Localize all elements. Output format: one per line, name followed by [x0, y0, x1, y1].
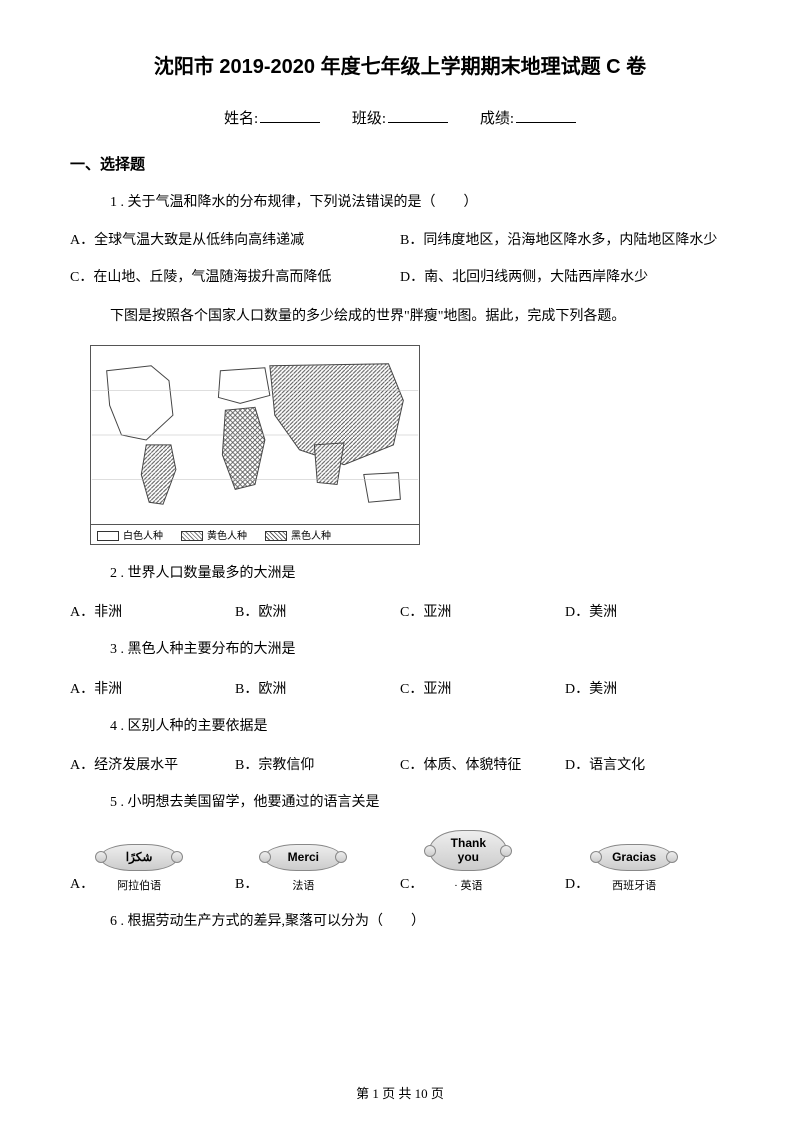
- legend-black: 黑色人种: [291, 531, 331, 542]
- legend-white: 白色人种: [123, 531, 163, 542]
- q5-stem: 5 . 小明想去美国留学，他要通过的语言关是: [110, 792, 730, 814]
- q2-opt-a[interactable]: A．非洲: [70, 601, 235, 621]
- name-label: 姓名:: [224, 111, 258, 127]
- bubble-spanish: Gracias: [595, 844, 673, 871]
- student-info-line: 姓名: 班级: 成绩:: [70, 107, 730, 128]
- name-blank[interactable]: [260, 109, 320, 123]
- world-map-figure: 白色人种 黄色人种 黑色人种: [90, 345, 420, 545]
- caption-spanish: 西班牙语: [612, 877, 656, 893]
- q5-opt-a[interactable]: A． شكرًا 阿拉伯语: [70, 844, 235, 893]
- q4-options: A．经济发展水平 B．宗教信仰 C．体质、体貌特征 D．语言文化: [70, 754, 730, 774]
- class-blank[interactable]: [388, 109, 448, 123]
- map-image: [90, 345, 420, 525]
- bubble-french: Merci: [264, 844, 342, 871]
- q2-opt-b[interactable]: B．欧洲: [235, 601, 400, 621]
- q5-opt-c[interactable]: C． Thank you · 英语: [400, 830, 565, 892]
- q3-options: A．非洲 B．欧洲 C．亚洲 D．美洲: [70, 678, 730, 698]
- q4-stem: 4 . 区别人种的主要依据是: [110, 716, 730, 738]
- q4-opt-d[interactable]: D．语言文化: [565, 754, 730, 774]
- caption-french: 法语: [292, 877, 314, 893]
- caption-arabic: 阿拉伯语: [117, 877, 161, 893]
- q1-stem: 1 . 关于气温和降水的分布规律，下列说法错误的是（ ）: [110, 192, 730, 214]
- legend-yellow: 黄色人种: [207, 531, 247, 542]
- q1-opt-c[interactable]: C．在山地、丘陵，气温随海拔升高而降低: [70, 267, 400, 288]
- q2-stem: 2 . 世界人口数量最多的大洲是: [110, 563, 730, 585]
- q3-opt-b[interactable]: B．欧洲: [235, 678, 400, 698]
- q5-options: A． شكرًا 阿拉伯语 B． Merci 法语 C． Thank you ·…: [70, 830, 730, 892]
- q5-opt-b[interactable]: B． Merci 法语: [235, 844, 400, 893]
- q5-d-letter: D．: [565, 873, 589, 893]
- q3-opt-a[interactable]: A．非洲: [70, 678, 235, 698]
- q4-opt-b[interactable]: B．宗教信仰: [235, 754, 400, 774]
- q5-c-letter: C．: [400, 873, 423, 893]
- q5-a-letter: A．: [70, 873, 94, 893]
- q5-b-letter: B．: [235, 873, 258, 893]
- context-text: 下图是按照各个国家人口数量的多少绘成的世界"胖瘦"地图。据此，完成下列各题。: [110, 306, 730, 328]
- q2-options: A．非洲 B．欧洲 C．亚洲 D．美洲: [70, 601, 730, 621]
- bubble-arabic: شكرًا: [100, 844, 178, 871]
- q1-opt-a[interactable]: A．全球气温大致是从低纬向高纬递减: [70, 230, 400, 251]
- q3-opt-c[interactable]: C．亚洲: [400, 678, 565, 698]
- q6-stem: 6 . 根据劳动生产方式的差异,聚落可以分为（ ）: [110, 911, 730, 933]
- q4-opt-c[interactable]: C．体质、体貌特征: [400, 754, 565, 774]
- score-blank[interactable]: [516, 109, 576, 123]
- q4-opt-a[interactable]: A．经济发展水平: [70, 754, 235, 774]
- class-label: 班级:: [352, 111, 386, 127]
- q3-stem: 3 . 黑色人种主要分布的大洲是: [110, 639, 730, 661]
- section-1-heading: 一、选择题: [70, 153, 730, 174]
- map-legend: 白色人种 黄色人种 黑色人种: [90, 525, 420, 545]
- exam-title: 沈阳市 2019-2020 年度七年级上学期期末地理试题 C 卷: [70, 50, 730, 79]
- q2-opt-d[interactable]: D．美洲: [565, 601, 730, 621]
- q2-opt-c[interactable]: C．亚洲: [400, 601, 565, 621]
- q3-opt-d[interactable]: D．美洲: [565, 678, 730, 698]
- page-footer: 第 1 页 共 10 页: [0, 1083, 800, 1102]
- q1-opt-b[interactable]: B．同纬度地区，沿海地区降水多，内陆地区降水少: [400, 230, 730, 251]
- q5-opt-d[interactable]: D． Gracias 西班牙语: [565, 844, 730, 893]
- score-label: 成绩:: [480, 111, 514, 127]
- q1-opt-d[interactable]: D．南、北回归线两侧，大陆西岸降水少: [400, 267, 730, 288]
- bubble-english: Thank you: [429, 830, 507, 870]
- caption-english: · 英语: [454, 877, 482, 893]
- q1-options: A．全球气温大致是从低纬向高纬递减 B．同纬度地区，沿海地区降水多，内陆地区降水…: [70, 230, 730, 288]
